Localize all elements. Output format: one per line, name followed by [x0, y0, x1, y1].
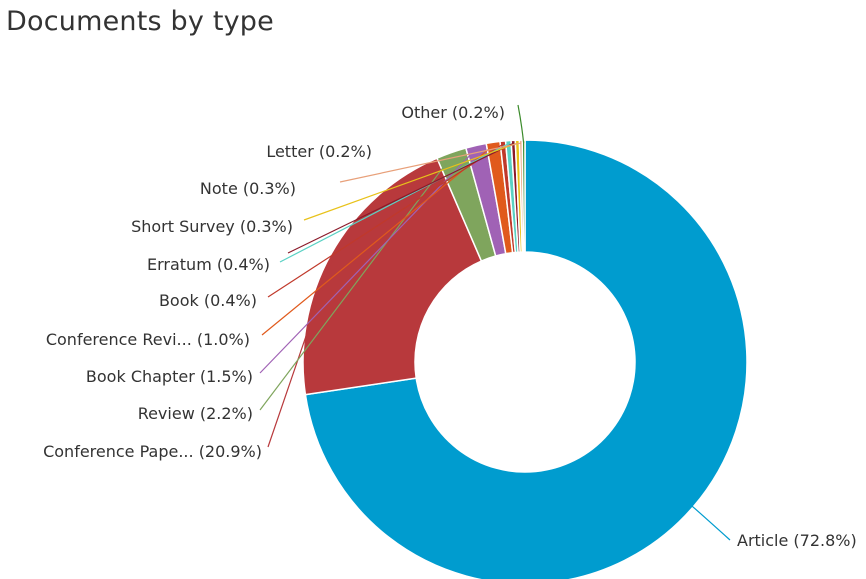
slice-label: Note (0.3%) — [200, 179, 296, 198]
leader-line — [517, 104, 525, 144]
slice-label: Letter (0.2%) — [266, 142, 372, 161]
leader-line — [279, 143, 509, 263]
leader-line — [261, 144, 494, 336]
slice-label: Book (0.4%) — [159, 291, 257, 310]
slice-label: Book Chapter (1.5%) — [86, 367, 253, 386]
slice-label: Article (72.8%) — [737, 531, 857, 550]
leader-line — [339, 142, 522, 183]
chart-title: Documents by type — [6, 6, 274, 37]
leader-line — [267, 255, 335, 448]
slice-article[interactable] — [304, 139, 748, 579]
leader-line — [690, 504, 731, 541]
leader-line — [303, 142, 518, 221]
slice-label: Short Survey (0.3%) — [131, 217, 293, 236]
slice-label: Conference Pape... (20.9%) — [43, 442, 262, 461]
slice-label: Review (2.2%) — [138, 404, 253, 423]
leader-line — [267, 143, 504, 298]
slice-conference-pape[interactable] — [302, 157, 483, 396]
slice-label: Conference Revi... (1.0%) — [46, 330, 250, 349]
slice-label: Erratum (0.4%) — [147, 255, 270, 274]
leader-line — [287, 142, 514, 254]
slice-label: Other (0.2%) — [401, 103, 505, 122]
leader-line — [259, 147, 478, 374]
